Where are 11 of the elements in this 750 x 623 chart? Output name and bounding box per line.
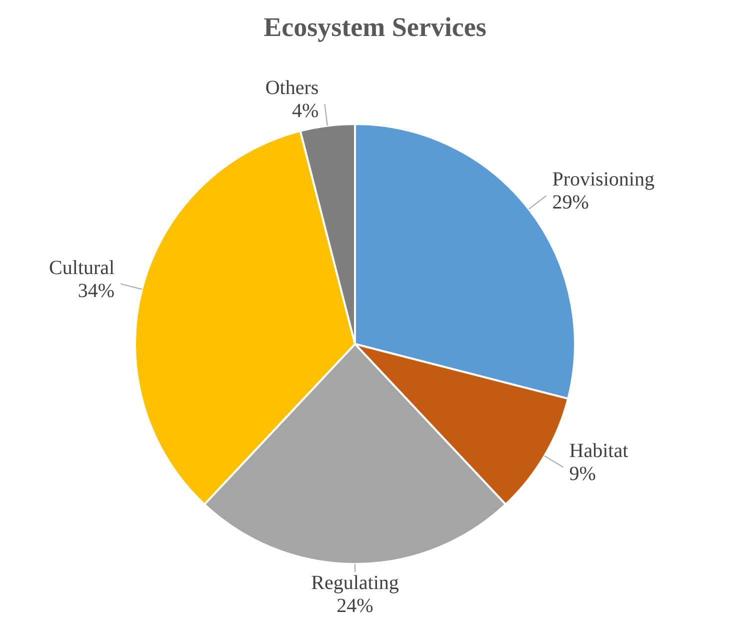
slice-label: Habitat bbox=[569, 440, 629, 462]
data-label: 9% bbox=[569, 463, 596, 486]
data-label: 4% bbox=[292, 100, 319, 122]
data-label: 24% bbox=[336, 595, 374, 617]
slice-label: Cultural bbox=[49, 256, 116, 279]
slice-label: Others bbox=[265, 76, 319, 99]
data-label: 34% bbox=[78, 280, 115, 302]
slice-label: Regulating bbox=[311, 572, 399, 594]
slice-label: Provisioning bbox=[552, 168, 654, 191]
data-label: 29% bbox=[552, 192, 589, 214]
chart-title: Ecosystem Services bbox=[262, 11, 488, 43]
